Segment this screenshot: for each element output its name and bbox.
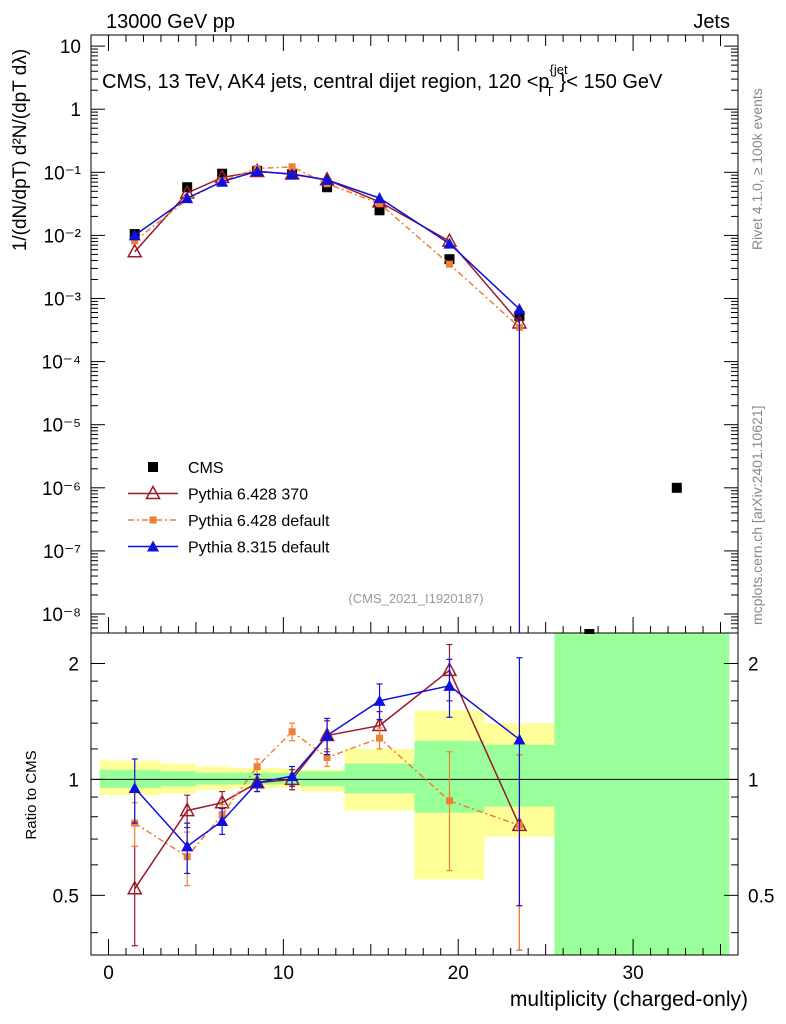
ratio-tick-label-right: 0.5 bbox=[748, 886, 774, 907]
cms-data-point bbox=[671, 482, 682, 493]
stat-uncertainty-band bbox=[195, 772, 231, 785]
legend-label: Pythia 8.315 default bbox=[188, 540, 330, 557]
pythia8-point bbox=[216, 175, 229, 187]
stat-uncertainty-band bbox=[160, 771, 196, 787]
legend: CMS Pythia 6.428 370 Pythia 6.428 default P… bbox=[128, 460, 330, 557]
x-tick-label: 10 bbox=[273, 963, 294, 984]
y-tick-label: 10⁻³ bbox=[44, 290, 82, 311]
y-tick-label: 10⁻⁶ bbox=[42, 479, 81, 500]
y-tick-label: 10⁻¹ bbox=[44, 163, 82, 184]
cms-data-point bbox=[148, 462, 158, 472]
plot-title-main: CMS, 13 TeV, AK4 jets, central dijet reg… bbox=[102, 71, 550, 93]
mcplots-note: mcplots.cern.ch [arXiv:2401.10621] bbox=[749, 406, 765, 625]
plot-title-sub: T bbox=[546, 84, 554, 99]
pythia6-default-point bbox=[131, 237, 139, 245]
pythia6-default-point bbox=[288, 728, 296, 736]
legend-label: Pythia 6.428 default bbox=[188, 513, 330, 530]
stat-uncertainty-band bbox=[300, 771, 345, 787]
y-tick-label: 10⁻⁸ bbox=[42, 605, 81, 626]
ylabel-top: 1/(dN/dpT) d²N/(dpT dλ) bbox=[10, 49, 31, 251]
plot-title-tail: }< 150 GeV bbox=[560, 71, 664, 93]
analysis-id: (CMS_2021_I1920187) bbox=[348, 591, 483, 606]
pythia8-point bbox=[513, 733, 526, 745]
cms-data-point-edge bbox=[584, 629, 595, 634]
stat-uncertainty-band bbox=[265, 772, 301, 785]
stat-uncertainty-band bbox=[554, 633, 730, 955]
ratio-y-ticks: 0.5 0.5 1 1 2 2 bbox=[53, 654, 774, 934]
ratio-series bbox=[126, 643, 528, 951]
stat-uncertainty-band bbox=[99, 769, 161, 788]
pythia8-point bbox=[373, 192, 386, 204]
x-tick-label: 0 bbox=[103, 963, 114, 984]
ratio-tick-label-right: 1 bbox=[748, 770, 759, 791]
y-tick-label: 10 bbox=[60, 37, 81, 58]
y-tick-label: 10⁻² bbox=[44, 226, 82, 247]
pythia6-default-point bbox=[253, 763, 261, 771]
pythia8-point bbox=[513, 303, 526, 315]
pythia8-point bbox=[251, 165, 264, 177]
pythia8-point bbox=[181, 192, 194, 204]
pythia8-point bbox=[251, 776, 264, 788]
pythia8-point bbox=[443, 237, 456, 249]
pythia6-370-point bbox=[126, 243, 143, 258]
rivet-note: Rivet 4.1.0, ≥ 100k events bbox=[749, 88, 765, 250]
pythia6-370-point bbox=[179, 802, 195, 817]
x-tick-label: 20 bbox=[448, 963, 469, 984]
y-tick-label: 10⁻⁵ bbox=[42, 416, 81, 437]
pythia6-370-point bbox=[145, 484, 161, 500]
pythia6-370-point bbox=[126, 880, 143, 895]
pythia8-point bbox=[286, 168, 299, 180]
plot-title-super: {jet bbox=[550, 62, 568, 77]
ratio-panel-frame bbox=[90, 632, 739, 956]
legend-label: Pythia 6.428 370 bbox=[188, 487, 308, 504]
cms-data-point bbox=[444, 254, 455, 265]
pythia8-point bbox=[181, 840, 194, 852]
pythia6-default-point bbox=[445, 260, 453, 268]
pythia8-point bbox=[321, 729, 334, 741]
pythia6-default-point bbox=[323, 754, 331, 762]
pythia6-default-point bbox=[376, 200, 384, 208]
header-left: 13000 GeV pp bbox=[106, 11, 235, 33]
stat-uncertainty-band bbox=[344, 763, 415, 794]
ratio-uncertainty-bands bbox=[91, 633, 738, 955]
ratio-tick-label-right: 2 bbox=[748, 654, 759, 675]
ratio-tick-label-left: 0.5 bbox=[53, 886, 79, 907]
ylabel-ratio: Ratio to CMS bbox=[23, 750, 40, 839]
pythia8-point bbox=[443, 679, 456, 691]
xlabel: multiplicity (charged-only) bbox=[510, 988, 748, 1011]
cms-data-point bbox=[374, 205, 385, 216]
plot-title: CMS, 13 TeV, AK4 jets, central dijet reg… bbox=[102, 62, 663, 99]
stat-uncertainty-band bbox=[230, 772, 266, 785]
pythia8-point bbox=[321, 173, 334, 185]
top-series bbox=[126, 162, 682, 634]
pythia6-default-point bbox=[445, 797, 453, 805]
header-right: Jets bbox=[693, 11, 730, 33]
x-tick-label: 30 bbox=[623, 963, 644, 984]
legend-label: CMS bbox=[188, 460, 224, 477]
pythia8-point bbox=[128, 229, 141, 241]
pythia8-point bbox=[128, 781, 141, 793]
ratio-tick-label-left: 1 bbox=[68, 770, 79, 791]
top-y-ticks: 10 1 10⁻¹ 10⁻² 10⁻³ 10⁻⁴ 10⁻⁵ 10⁻⁶ 10⁻⁷ 10⁻⁸ bbox=[42, 37, 738, 634]
pythia6-default-point bbox=[149, 516, 157, 524]
cms-data-point bbox=[322, 182, 333, 193]
y-tick-label: 1 bbox=[70, 100, 81, 121]
y-tick-label: 10⁻⁷ bbox=[43, 542, 81, 563]
pythia8-point bbox=[286, 770, 299, 782]
pythia6-default-point bbox=[288, 163, 296, 171]
pythia8-point bbox=[147, 540, 159, 552]
x-ticks: 0 10 20 30 bbox=[103, 35, 722, 984]
pythia8-point bbox=[373, 694, 386, 706]
ratio-tick-label-left: 2 bbox=[68, 654, 79, 675]
pythia8-point bbox=[216, 814, 229, 826]
y-tick-label: 10⁻⁴ bbox=[42, 353, 81, 374]
cms-data-point bbox=[217, 168, 228, 179]
pythia6-default-point bbox=[376, 734, 384, 742]
